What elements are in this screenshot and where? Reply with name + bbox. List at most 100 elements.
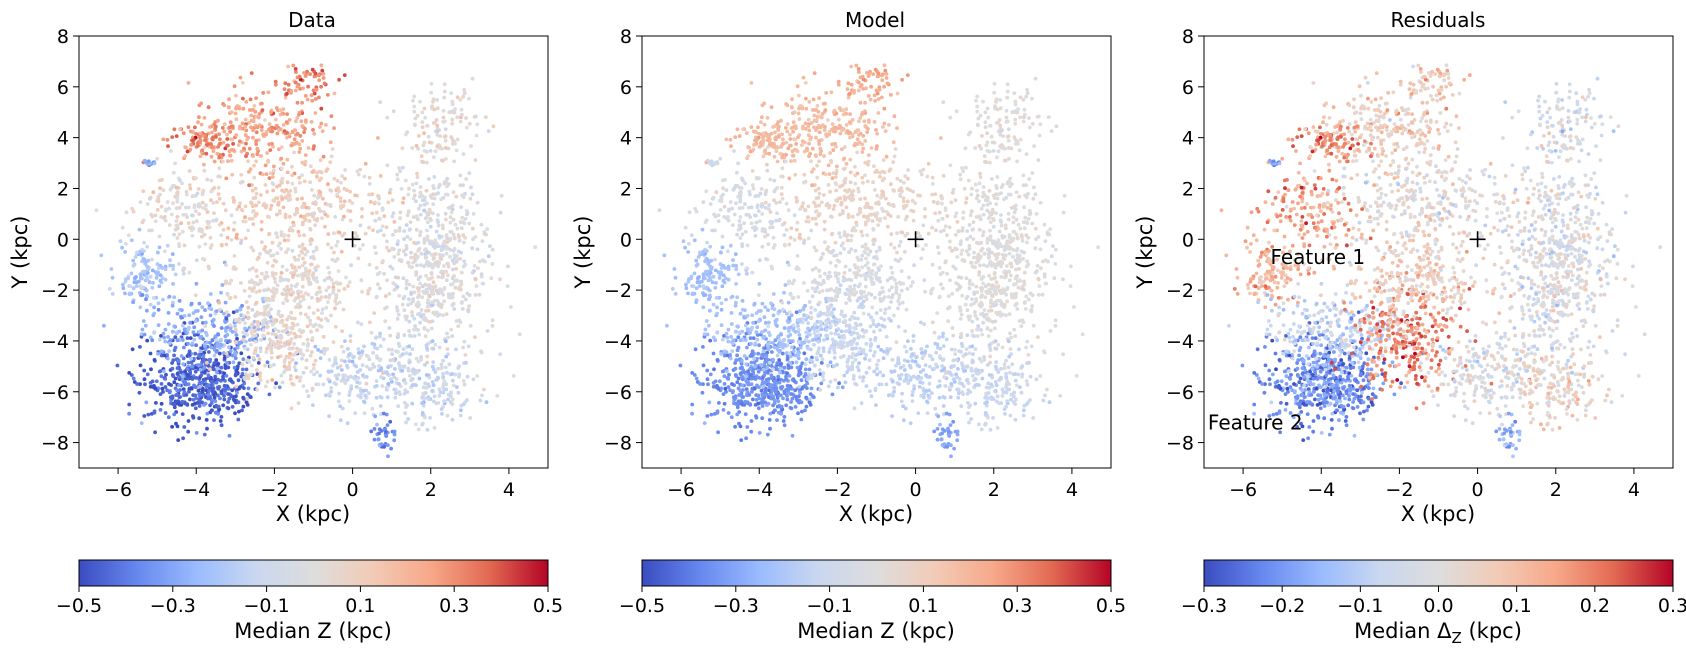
scatter-point <box>369 330 374 335</box>
scatter-point <box>284 297 288 301</box>
scatter-point <box>694 376 699 381</box>
scatter-point <box>737 223 742 228</box>
scatter-point <box>140 293 145 297</box>
scatter-point <box>121 286 126 291</box>
scatter-point <box>442 299 447 304</box>
scatter-point <box>150 338 155 343</box>
y-tick-label: 4 <box>57 128 69 150</box>
scatter-point <box>183 154 188 158</box>
scatter-point <box>320 68 325 73</box>
y-tick-label: −6 <box>41 382 69 404</box>
scatter-point <box>129 238 134 243</box>
scatter-point <box>726 249 730 254</box>
scatter-point <box>441 115 446 120</box>
scatter-point <box>131 209 136 214</box>
scatter-point <box>254 142 259 147</box>
scatter-point <box>242 375 247 380</box>
scatter-point <box>127 402 132 407</box>
scatter-point <box>338 196 343 201</box>
scatter-point <box>229 238 234 242</box>
scatter-point <box>303 118 308 123</box>
scatter-point <box>205 177 210 182</box>
scatter-point <box>179 221 184 226</box>
scatter-point <box>224 374 229 378</box>
scatter-point <box>217 300 222 305</box>
scatter-point <box>182 390 187 394</box>
scatter-point <box>157 245 162 250</box>
scatter-point <box>481 281 485 286</box>
scatter-point <box>219 415 224 419</box>
scatter-point <box>775 211 779 216</box>
scatter-point <box>253 282 258 287</box>
scatter-point <box>298 180 302 185</box>
scatter-point <box>158 408 163 412</box>
scatter-point <box>281 123 286 127</box>
scatter-point <box>391 357 396 362</box>
scatter-point <box>241 330 246 335</box>
scatter-point <box>180 400 184 404</box>
scatter-point <box>461 233 466 238</box>
scatter-point <box>839 201 844 206</box>
scatter-point <box>190 403 195 407</box>
scatter-point <box>435 129 440 134</box>
scatter-point <box>277 385 282 390</box>
scatter-point <box>167 294 172 299</box>
scatter-point <box>212 324 216 328</box>
scatter-point <box>482 232 487 237</box>
scatter-point <box>186 81 191 85</box>
scatter-point <box>234 117 239 121</box>
scatter-point <box>267 122 272 126</box>
scatter-point <box>173 194 178 199</box>
scatter-point <box>160 386 165 391</box>
scatter-point <box>320 311 324 315</box>
scatter-point <box>199 315 204 319</box>
scatter-point <box>175 366 180 371</box>
scatter-point <box>420 421 425 426</box>
scatter-point <box>294 334 299 339</box>
scatter-point <box>937 210 942 215</box>
scatter-point <box>163 385 168 389</box>
scatter-point <box>185 373 190 377</box>
scatter-point <box>243 117 248 122</box>
scatter-point <box>876 223 880 228</box>
scatter-point <box>203 401 208 406</box>
scatter-point <box>392 432 397 437</box>
scatter-point <box>219 337 224 342</box>
scatter-point <box>300 173 304 178</box>
scatter-point <box>446 206 451 210</box>
scatter-point <box>199 373 204 378</box>
scatter-point <box>167 390 172 395</box>
scatter-point <box>737 206 742 211</box>
scatter-point <box>442 119 447 124</box>
scatter-point <box>226 313 231 318</box>
scatter-point <box>235 345 240 350</box>
scatter-point <box>202 145 207 150</box>
scatter-point <box>855 137 860 142</box>
scatter-point <box>140 327 145 332</box>
scatter-point <box>259 227 264 232</box>
scatter-point <box>216 332 221 337</box>
scatter-point <box>247 170 251 174</box>
scatter-point <box>363 393 368 398</box>
scatter-point <box>298 348 303 352</box>
scatter-point <box>227 433 232 438</box>
scatter-point <box>789 105 794 109</box>
scatter-point <box>129 373 134 377</box>
scatter-point <box>331 288 336 292</box>
scatter-point <box>253 350 258 355</box>
scatter-point <box>283 81 288 86</box>
scatter-point <box>878 174 882 179</box>
scatter-point <box>444 354 449 359</box>
scatter-point <box>691 284 696 289</box>
scatter-point <box>714 190 719 195</box>
scatter-point <box>705 240 709 245</box>
scatter-point <box>370 341 375 346</box>
scatter-point <box>244 339 248 344</box>
scatter-point <box>374 266 379 270</box>
scatter-point <box>796 111 801 116</box>
scatter-point <box>222 394 226 398</box>
scatter-point <box>243 133 248 138</box>
scatter-point <box>689 233 694 238</box>
scatter-point <box>420 411 425 415</box>
scatter-point <box>376 282 380 287</box>
